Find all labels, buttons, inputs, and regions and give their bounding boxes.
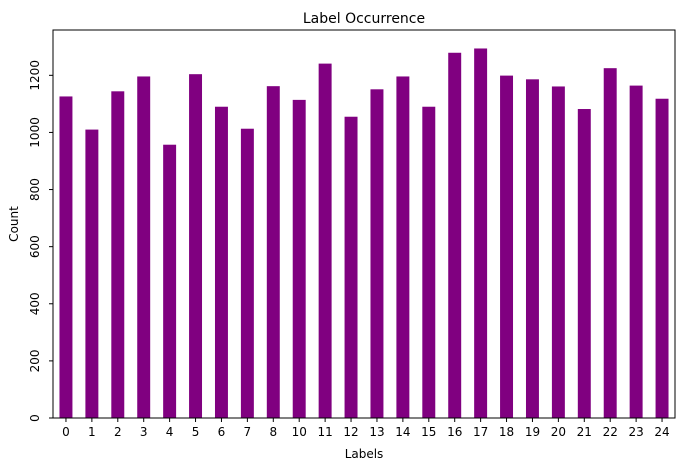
bar-12 (344, 116, 358, 418)
y-tick-label-1200: 1200 (28, 60, 42, 91)
x-tick-label-23: 23 (628, 425, 643, 439)
x-tick-label-6: 6 (218, 425, 226, 439)
x-tick-label-4: 4 (166, 425, 174, 439)
bar-1 (85, 129, 99, 418)
chart-title: Label Occurrence (303, 11, 425, 27)
x-tick-label-11: 11 (317, 425, 332, 439)
x-axis-label: Labels (345, 447, 384, 461)
y-tick-label-200: 200 (28, 349, 42, 372)
bar-17 (474, 48, 488, 418)
y-tick-label-600: 600 (28, 235, 42, 258)
bar-3 (137, 76, 151, 419)
bar-13 (370, 89, 384, 418)
bar-22 (603, 68, 617, 419)
bar-21 (577, 109, 591, 419)
x-tick-label-24: 24 (654, 425, 669, 439)
x-tick-label-8: 8 (269, 425, 277, 439)
y-tick-label-400: 400 (28, 292, 42, 315)
x-tick-label-13: 13 (369, 425, 384, 439)
y-tick-label-800: 800 (28, 178, 42, 201)
x-tick-label-15: 15 (421, 425, 436, 439)
x-tick-label-21: 21 (577, 425, 592, 439)
bar-16 (448, 52, 462, 418)
bar-11 (318, 63, 332, 419)
x-axis-ticks: 0 1 2 3 4 5 6 7 8 10 11 12 13 14 15 16 17 18 19 20 21 22 23 24 (62, 418, 670, 439)
x-tick-label-19: 19 (525, 425, 540, 439)
bar-5 (189, 74, 203, 419)
x-tick-label-16: 16 (447, 425, 462, 439)
bar-23 (629, 85, 643, 418)
x-tick-label-14: 14 (395, 425, 410, 439)
x-tick-label-5: 5 (192, 425, 200, 439)
y-axis-ticks: 0 200 400 600 800 1000 1200 (28, 60, 53, 422)
bar-7 (240, 128, 254, 418)
bar-10 (292, 99, 306, 418)
x-tick-label-20: 20 (551, 425, 566, 439)
y-tick-label-0: 0 (28, 414, 42, 422)
bar-20 (551, 86, 565, 419)
bar-19 (525, 79, 539, 418)
bar-14 (396, 76, 410, 419)
bar-0 (59, 96, 73, 418)
x-tick-label-2: 2 (114, 425, 122, 439)
y-axis-label: Count (7, 206, 21, 242)
x-tick-label-10: 10 (292, 425, 307, 439)
bar-6 (214, 106, 228, 418)
x-tick-label-17: 17 (473, 425, 488, 439)
x-tick-label-22: 22 (603, 425, 618, 439)
x-tick-label-18: 18 (499, 425, 514, 439)
bar-4 (163, 144, 177, 418)
bar-18 (500, 75, 514, 419)
x-tick-label-1: 1 (88, 425, 96, 439)
x-tick-label-12: 12 (343, 425, 358, 439)
x-tick-label-7: 7 (244, 425, 252, 439)
x-tick-label-0: 0 (62, 425, 70, 439)
plot-frame (52, 29, 676, 419)
bars-group (59, 48, 669, 419)
bar-2 (111, 91, 125, 418)
y-tick-label-1000: 1000 (28, 117, 42, 148)
bar-24 (655, 98, 669, 419)
bar-15 (422, 106, 436, 418)
bar-8 (266, 86, 280, 419)
x-tick-label-3: 3 (140, 425, 148, 439)
